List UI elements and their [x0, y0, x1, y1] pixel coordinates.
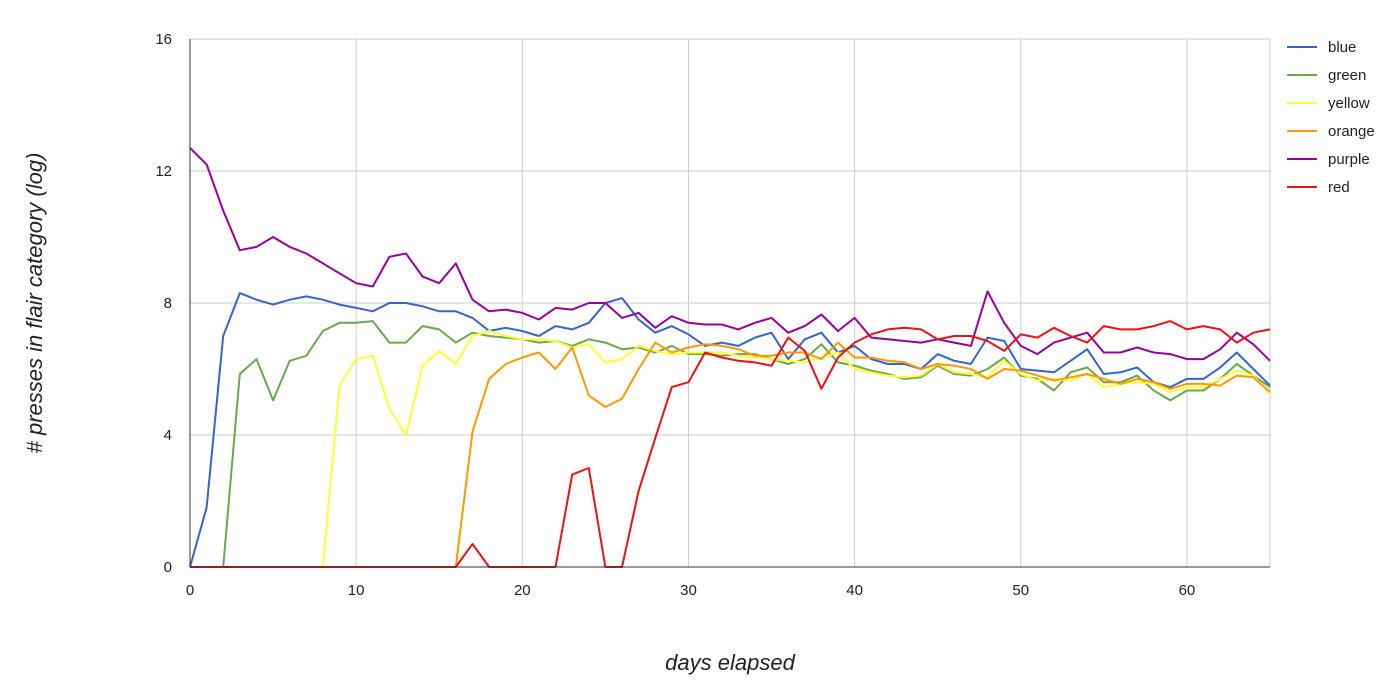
y-tick-label: 12: [155, 163, 172, 180]
x-tick-labels: 0 10 20 30 40 50 60: [186, 582, 1195, 599]
series-line-yellow: [321, 330, 1271, 568]
x-tick-label: 10: [348, 582, 365, 599]
series-line-green: [222, 320, 1271, 568]
series-line-purple: [189, 147, 1271, 362]
series-line-red: [190, 320, 1271, 568]
x-tick-label: 40: [846, 582, 863, 599]
legend-label-purple: purple: [1328, 151, 1370, 168]
series-lines: [189, 147, 1271, 568]
x-tick-label: 60: [1179, 582, 1196, 599]
y-tick-label: 8: [164, 295, 172, 312]
series-line-blue: [189, 292, 1271, 568]
gridlines: [189, 38, 1271, 567]
x-axis-title: days elapsed: [665, 650, 795, 675]
axes: [189, 39, 1270, 568]
legend-label-green: green: [1328, 67, 1366, 84]
y-tick-label: 4: [164, 427, 172, 444]
x-tick-label: 20: [514, 582, 531, 599]
legend-label-blue: blue: [1328, 39, 1356, 56]
legend-label-orange: orange: [1328, 123, 1375, 140]
y-tick-label: 0: [164, 559, 172, 576]
legend: blue green yellow orange purple red: [1287, 39, 1375, 196]
series-line-orange: [454, 341, 1271, 568]
x-tick-label: 50: [1012, 582, 1029, 599]
legend-label-yellow: yellow: [1328, 95, 1370, 112]
y-tick-labels: 0 4 8 12 16: [155, 31, 172, 576]
legend-label-red: red: [1328, 179, 1350, 196]
y-axis-title: # presses in flair category (log): [22, 153, 47, 454]
y-tick-label: 16: [155, 31, 172, 48]
x-tick-label: 30: [680, 582, 697, 599]
x-tick-label: 0: [186, 582, 194, 599]
